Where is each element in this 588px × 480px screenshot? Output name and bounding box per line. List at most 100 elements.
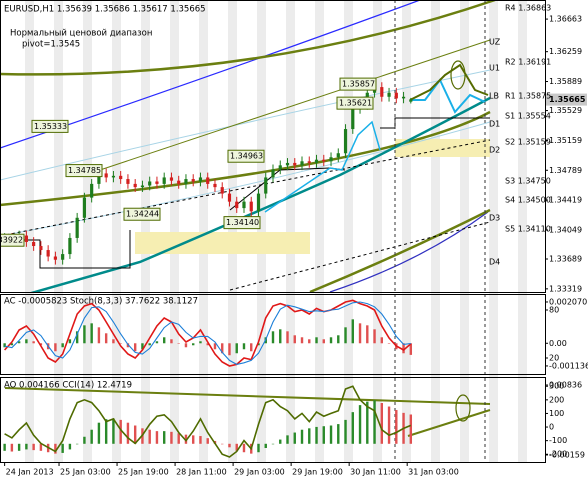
pivot-label: S2 1.35159 bbox=[505, 138, 551, 147]
session-stripe bbox=[286, 0, 295, 462]
histogram-bar bbox=[221, 343, 224, 354]
session-stripe bbox=[402, 0, 411, 462]
session-stripe bbox=[25, 0, 34, 462]
candle-body bbox=[32, 241, 36, 247]
indicator-line bbox=[4, 385, 412, 458]
histogram-bar bbox=[148, 343, 151, 346]
histogram-bar bbox=[25, 443, 28, 450]
x-tick-label: 29 Jan 19:00 bbox=[292, 468, 343, 477]
candle-body bbox=[256, 193, 261, 212]
histogram-bar bbox=[54, 343, 57, 352]
histogram-bar bbox=[68, 443, 72, 450]
candle-body bbox=[285, 162, 290, 166]
session-stripe bbox=[112, 0, 121, 462]
y-tick-label: 1.36259 bbox=[549, 47, 582, 56]
histogram-bar bbox=[3, 343, 6, 348]
candle-body bbox=[409, 99, 413, 102]
pivot-label: S5 1.34110 bbox=[505, 225, 551, 234]
y-tick-label: 0 bbox=[549, 423, 554, 432]
histogram-bar bbox=[279, 329, 282, 344]
histogram-bar bbox=[97, 422, 101, 444]
histogram-bar bbox=[104, 419, 108, 444]
histogram-bar bbox=[344, 327, 347, 344]
projection bbox=[264, 120, 381, 213]
main-overlays bbox=[0, 0, 496, 292]
candle-body bbox=[24, 235, 28, 242]
candle-body bbox=[206, 177, 210, 184]
histogram-bar bbox=[358, 323, 362, 344]
candle-body bbox=[191, 179, 195, 182]
histogram-bar bbox=[315, 337, 318, 344]
histogram-bar bbox=[221, 443, 224, 445]
candle-body bbox=[242, 201, 246, 209]
histogram-bar bbox=[271, 331, 275, 344]
candle-body bbox=[213, 183, 217, 188]
histogram-bar bbox=[409, 343, 413, 355]
pivot-label: R1 1.35875 bbox=[505, 92, 551, 101]
histogram-bar bbox=[242, 443, 246, 453]
histogram-bar bbox=[257, 443, 260, 453]
indicator-line bbox=[4, 301, 411, 365]
candle-body bbox=[264, 177, 268, 194]
price-label: 1.35621 bbox=[339, 99, 372, 108]
histogram-bar bbox=[228, 443, 231, 448]
channel-line bbox=[0, 69, 491, 181]
histogram-bar bbox=[395, 410, 398, 444]
histogram-bar bbox=[133, 425, 137, 444]
histogram-bar bbox=[351, 319, 354, 344]
candle-body bbox=[111, 175, 116, 178]
pivot-label: S3 1.34750 bbox=[505, 177, 551, 186]
histogram-bar bbox=[61, 443, 64, 453]
session-stripe bbox=[170, 0, 179, 462]
candle-body bbox=[90, 183, 94, 198]
histogram-bar bbox=[170, 431, 173, 444]
histogram-bar bbox=[315, 426, 318, 444]
candle-body bbox=[133, 183, 137, 188]
y-tick-label: 1.34789 bbox=[549, 166, 582, 175]
histogram-bar bbox=[329, 337, 333, 344]
histogram-bar bbox=[54, 443, 57, 454]
histogram-bar bbox=[300, 429, 304, 444]
session-stripe bbox=[83, 0, 92, 462]
candle-body bbox=[322, 159, 326, 162]
trend-line bbox=[4, 387, 491, 405]
histogram-bar bbox=[17, 341, 21, 344]
pivot-label: S4 1.34500 bbox=[505, 196, 551, 205]
histogram-bar bbox=[337, 424, 340, 444]
pivot-label: R2 1.36191 bbox=[505, 58, 551, 67]
candle-body bbox=[227, 193, 232, 202]
candle-body bbox=[53, 256, 57, 260]
histogram-bar bbox=[250, 343, 253, 352]
histogram-bar bbox=[155, 341, 159, 344]
candle-body bbox=[126, 179, 130, 184]
candle-body bbox=[177, 180, 181, 184]
candle-body bbox=[104, 173, 108, 178]
y-tick-label: 1.34049 bbox=[549, 225, 582, 234]
level-label: D1 bbox=[489, 120, 500, 129]
last-price-box bbox=[546, 93, 587, 106]
price-label: 1.35333 bbox=[34, 122, 67, 131]
price-label: 1.34244 bbox=[126, 210, 159, 219]
candle-body bbox=[387, 92, 391, 97]
histogram-bar bbox=[68, 339, 72, 344]
histogram-bar bbox=[112, 418, 115, 444]
session-stripes bbox=[25, 0, 527, 462]
histogram-bar bbox=[242, 343, 246, 350]
histogram-bar bbox=[83, 436, 86, 444]
histogram-bar bbox=[199, 436, 202, 444]
histogram-bar bbox=[409, 414, 413, 444]
candle-body bbox=[394, 92, 398, 99]
candle-body bbox=[184, 179, 188, 184]
candle-body bbox=[235, 201, 239, 209]
histogram-bar bbox=[119, 419, 122, 444]
histogram-bar bbox=[293, 432, 296, 444]
histogram-bar bbox=[286, 331, 289, 344]
y-tick-label: 0.002070 bbox=[549, 297, 587, 306]
histogram-bar bbox=[271, 443, 275, 445]
level-label: D4 bbox=[489, 258, 500, 267]
histogram-bar bbox=[126, 343, 130, 348]
candle-body bbox=[293, 162, 297, 166]
y-tick-label: 1.35889 bbox=[549, 77, 582, 86]
histogram-bar bbox=[32, 443, 35, 451]
candle-body bbox=[249, 201, 253, 212]
